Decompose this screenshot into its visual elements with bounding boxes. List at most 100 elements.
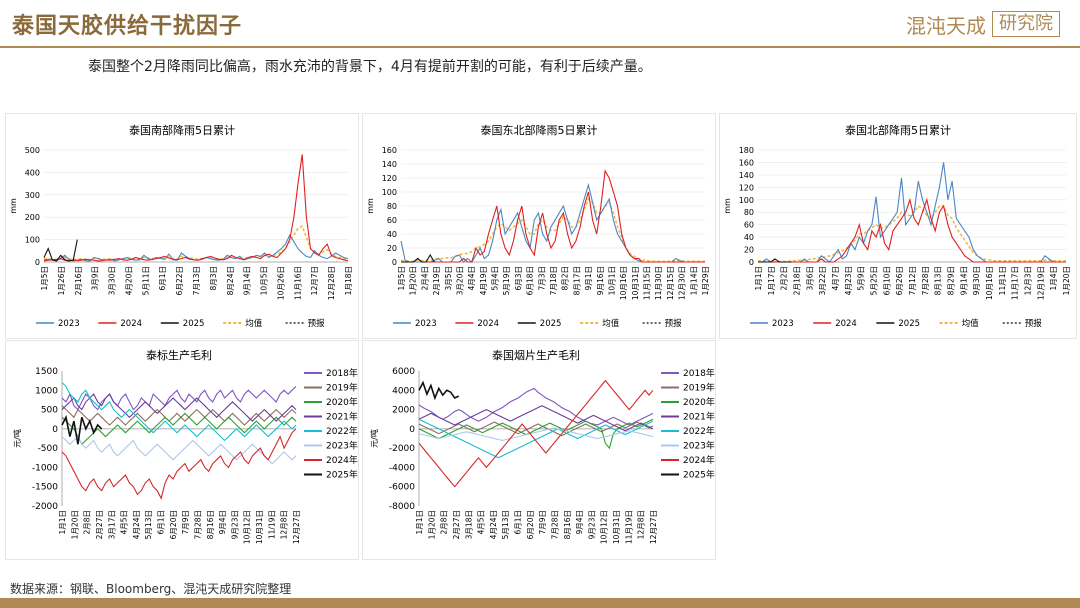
legend-label: 2021年 [683, 411, 715, 423]
series-line-2023 [43, 233, 349, 262]
y-tick-label: 1500 [35, 367, 58, 377]
x-tick-label: 10月26日 [276, 266, 285, 300]
y-tick-label: -1000 [32, 463, 58, 473]
y-tick-label: 100 [25, 236, 40, 245]
x-tick-label: 12月27日 [649, 510, 658, 544]
series-line-2022年 [418, 418, 654, 459]
chart-title: 泰标生产毛利 [146, 348, 212, 362]
legend-label: 2025年 [683, 469, 715, 481]
y-axis-label: 元/吨 [12, 429, 22, 448]
x-tick-label: 1月18日 [344, 266, 353, 295]
y-tick-label: 0 [409, 425, 415, 435]
x-tick-label: 5月19日 [502, 266, 511, 295]
legend-label: 2025 [898, 319, 920, 329]
series-line-2025年 [61, 414, 103, 445]
x-tick-label: 8月3日 [209, 266, 218, 291]
x-tick-label: 11月1日 [998, 266, 1007, 295]
y-tick-label: 2000 [392, 406, 415, 416]
legend-label: 2024 [477, 319, 499, 329]
y-tick-label: 0 [52, 425, 58, 435]
x-tick-label: 4月5日 [477, 510, 486, 535]
x-tick-label: 10月12日 [600, 510, 609, 544]
x-tick-label: 8月2日 [561, 266, 570, 291]
x-tick-label: 5月25日 [870, 266, 879, 295]
legend-label: 均值 [962, 318, 980, 329]
x-tick-label: 9月1日 [584, 266, 593, 291]
legend-label: 2023年 [683, 440, 715, 452]
page-subtitle: 泰国整个2月降雨同比偏高，雨水充沛的背景下，4月有提前开割的可能，有利于后续产量… [88, 59, 652, 75]
series-line-2023 [400, 182, 705, 263]
x-tick-label: 3月9日 [91, 266, 100, 291]
legend-label: 2022年 [683, 425, 715, 437]
x-tick-label: 12月8日 [637, 510, 646, 539]
series-line-2021年 [418, 405, 654, 432]
x-tick-label: 1月20日 [427, 510, 436, 539]
chart-title: 泰国北部降雨5日累计 [845, 123, 951, 137]
x-tick-label: 7月13日 [192, 266, 201, 295]
x-tick-label: 2月8日 [440, 510, 449, 535]
logo-text: 混沌天成 [906, 13, 986, 38]
y-tick-label: 0 [392, 258, 397, 267]
x-tick-label: 8月29日 [947, 266, 956, 295]
legend-label: 2023年 [326, 440, 358, 452]
chart-south-rainfall: 泰国南部降雨5日累计 mm 0 100 200 300 400 500 1月5日 1月26日 2月1… [9, 123, 353, 329]
y-tick-label: 400 [25, 168, 40, 177]
y-tick-label: 20 [387, 244, 397, 253]
x-tick-label: 6月20日 [169, 510, 178, 539]
x-tick-label: 11月17日 [1011, 266, 1020, 300]
x-tick-label: 12月7日 [310, 266, 319, 295]
series-line-2024 [758, 197, 1066, 263]
x-tick-label: 4月19日 [479, 266, 488, 295]
legend-label: 2022年 [326, 425, 358, 437]
legend-label: 2020年 [683, 396, 715, 408]
x-tick-label: 3月5日 [444, 266, 453, 291]
legend-label: 均值 [245, 318, 263, 329]
page-title: 泰国天胶供给干扰因子 [12, 13, 243, 39]
series-line-均值 [758, 204, 1066, 263]
x-tick-label: 3月18日 [464, 510, 473, 539]
x-tick-label: 10月12日 [243, 510, 252, 544]
series-line-2019年 [61, 405, 297, 426]
y-tick-label: 40 [744, 233, 754, 242]
legend-label: 预报 [1025, 318, 1043, 329]
x-tick-label: 3月6日 [805, 266, 814, 291]
x-tick-label: 10月16日 [985, 266, 994, 300]
x-tick-label: 7月28日 [193, 510, 202, 539]
x-tick-label: 12月3日 [1024, 266, 1033, 295]
series-line-2024 [43, 154, 349, 262]
x-tick-label: 1月5日 [397, 266, 406, 291]
x-tick-label: 4月5日 [120, 510, 129, 535]
series-line-2023年 [61, 435, 297, 465]
series-line-均值 [401, 197, 705, 263]
legend-label: 均值 [602, 318, 620, 329]
x-tick-label: 9月23日 [587, 510, 596, 539]
x-tick-label: 9月4日 [575, 510, 584, 535]
x-tick-label: 6月1日 [514, 510, 523, 535]
legend-label: 2023 [58, 319, 80, 329]
legend-label: 2025 [183, 319, 205, 329]
y-tick-label: 160 [382, 146, 397, 155]
chart-panel-rss-margin: 泰国烟片生产毛利 元/吨 -8000 -6000 -4000 -2000 0 2000 4000… [362, 340, 716, 560]
x-tick-label: 1月5日 [40, 266, 49, 291]
y-axis-label: mm [366, 198, 375, 214]
x-tick-label: 11/19日 [267, 510, 276, 539]
x-tick-label: 4月24日 [489, 510, 498, 539]
y-tick-label: -6000 [389, 483, 415, 493]
chart-north-rainfall: 泰国北部降雨5日累计 mm 0 20 40 60 80 100 120 140 160 180 1月1日… [723, 123, 1071, 329]
series-line-2024 [401, 169, 705, 263]
y-tick-label: 500 [41, 406, 58, 416]
x-tick-label: 1月20日 [409, 266, 418, 295]
y-tick-label: 500 [25, 146, 40, 155]
x-tick-label: 9月14日 [959, 266, 968, 295]
y-tick-label: 1000 [35, 386, 58, 396]
y-axis-label: mm [723, 198, 732, 214]
x-tick-label: 1月29日 [701, 266, 710, 295]
legend-label: 2018年 [683, 367, 715, 379]
x-tick-label: 5月13日 [501, 510, 510, 539]
series-line-2018年 [418, 387, 654, 426]
x-tick-label: 7月12日 [908, 266, 917, 295]
legend-label: 2024 [120, 319, 142, 329]
series-line-2022年 [61, 382, 297, 442]
x-tick-label: 7月28日 [921, 266, 930, 295]
